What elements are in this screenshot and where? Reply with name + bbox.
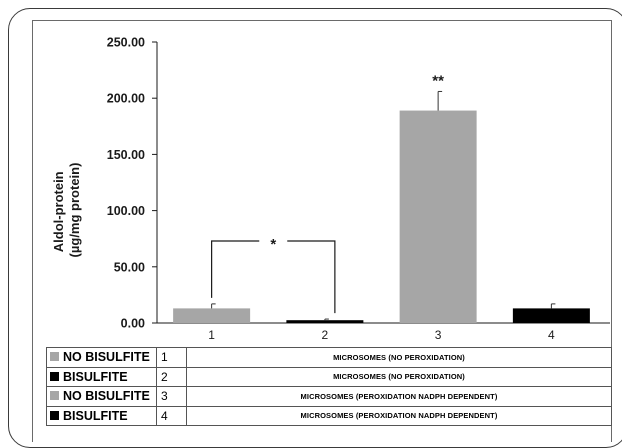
legend-number: 2 (156, 366, 187, 387)
legend-key: NO BISULFITE (46, 386, 157, 407)
legend-key-label: BISULFITE (63, 369, 128, 384)
chart-area-border (32, 20, 612, 442)
legend-description: MICROSOMES (PEROXIDATION NADPH DEPENDENT… (186, 386, 612, 407)
y-tick-label: 0.00 (121, 317, 145, 331)
legend-swatch (50, 352, 59, 362)
bars (173, 90, 590, 324)
legend-key: BISULFITE (46, 405, 157, 426)
significance-marker: ** (432, 72, 444, 89)
bar-1 (173, 308, 251, 323)
legend-swatch (50, 410, 59, 420)
legend-swatch (50, 371, 59, 381)
legend-number: 3 (156, 386, 187, 407)
annotations: *** (211, 72, 444, 314)
x-axis: 1 2 3 4 (208, 328, 555, 342)
legend-key-label: NO BISULFITE (63, 350, 150, 365)
x-tick-label: 2 (322, 328, 329, 342)
bar-3 (399, 110, 477, 324)
x-tick-label: 4 (548, 328, 555, 342)
legend-row: NO BISULFITE 1 MICROSOMES (NO PEROXIDATION… (46, 347, 612, 368)
y-axis: 0.00 50.00 100.00 150.00 200.00 250.00 (107, 36, 610, 331)
y-tick-label: 50.00 (114, 260, 145, 274)
legend-table: NO BISULFITE 1 MICROSOMES (NO PEROXIDATION… (46, 347, 612, 426)
x-tick-label: 3 (435, 328, 442, 342)
y-tick-label: 250.00 (107, 36, 145, 50)
legend-key: BISULFITE (46, 366, 157, 387)
legend-row: BISULFITE 2 MICROSOMES (NO PEROXIDATION) (46, 366, 612, 387)
significance-bracket-left (211, 240, 260, 298)
x-tick-label: 1 (208, 328, 215, 342)
legend-key-label: BISULFITE (63, 408, 128, 423)
legend-row: BISULFITE 4 MICROSOMES (PEROXIDATION NADPH… (46, 405, 612, 426)
legend-key-label: NO BISULFITE (63, 389, 150, 404)
bar-4 (512, 308, 590, 323)
legend-description: MICROSOMES (PEROXIDATION NADPH DEPENDENT… (186, 405, 612, 426)
legend-description: MICROSOMES (NO PEROXIDATION) (186, 347, 612, 368)
legend-description: MICROSOMES (NO PEROXIDATION) (186, 366, 612, 387)
y-tick-label: 100.00 (107, 204, 145, 218)
legend-key: NO BISULFITE (46, 347, 157, 368)
y-tick-label: 150.00 (107, 148, 145, 162)
legend-number: 1 (156, 347, 187, 368)
bar-2 (286, 320, 364, 323)
legend-number: 4 (156, 405, 187, 426)
legend-swatch (50, 391, 59, 401)
significance-bracket-right (287, 240, 336, 314)
y-axis-label: Aldol-protein (µg/mg protein) (51, 163, 82, 258)
significance-marker: * (270, 236, 276, 253)
y-tick-label: 200.00 (107, 92, 145, 106)
legend-row: NO BISULFITE 3 MICROSOMES (PEROXIDATION NA… (46, 386, 612, 407)
